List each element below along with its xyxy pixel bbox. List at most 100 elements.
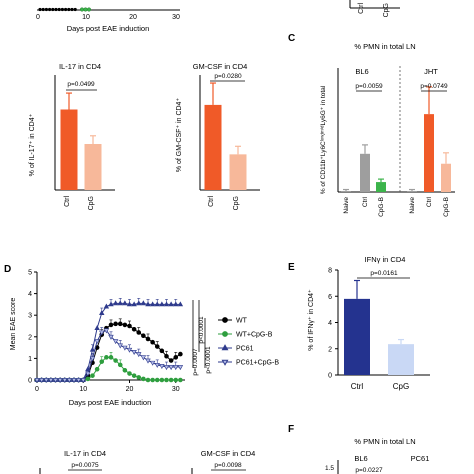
ifn-bar-1 (388, 344, 414, 375)
pmn-xtick-2: CpG-B (378, 197, 385, 217)
eae-point-3-27 (159, 364, 165, 369)
eae-ytick-label-1: 1 (28, 356, 32, 363)
ifn-bar-0 (344, 298, 370, 375)
eae-point-3-17 (112, 339, 119, 345)
eae-point-1-13 (94, 366, 100, 372)
ifn-pvalue: p=0.0161 (370, 270, 398, 277)
bottom-pmn-group-bl6: BL6 (354, 454, 367, 463)
eae-point-1-27 (159, 377, 165, 383)
il17-ylabel: % of IL-17⁺ in CD4⁺ (29, 113, 36, 176)
eae-point-3-23 (140, 355, 147, 361)
eae-series-line-1 (37, 356, 181, 381)
top-strip: 0 10 20 30 Days post EAE induction Ctrl … (36, 0, 400, 33)
ifn-yticks: 0 2 4 6 8 (328, 268, 338, 380)
top-strip-markers (38, 7, 92, 12)
gmcsf-xtick-ctrl: Ctrl (208, 196, 215, 207)
eae-point-2-15 (103, 303, 110, 309)
il17-xtick-cpg: CpG (88, 196, 95, 210)
eae-point-1-21 (131, 373, 137, 378)
eae-pvalue-3: p=0.0007 (192, 348, 199, 376)
top-strip-marker-black-6 (57, 7, 61, 12)
eae-point-2-29 (168, 301, 174, 307)
top-right-tick-ctrl: Ctrl (358, 3, 365, 14)
eae-point-2-25 (149, 301, 156, 307)
il17-pvalue: p=0.0499 (67, 81, 95, 88)
panel-letter-d: D (4, 264, 11, 275)
pmn-bar-4 (424, 114, 434, 192)
eae-legend-marker-1 (222, 331, 228, 337)
eae-point-1-25 (150, 377, 155, 383)
top-tick-10: 10 (82, 14, 90, 21)
ifn-ytick-label-0: 0 (328, 373, 332, 380)
eae-point-2-21 (131, 301, 137, 307)
eae-point-2-13 (94, 325, 100, 331)
eae-point-3-11 (85, 371, 91, 377)
eae-point-2-24 (145, 301, 151, 307)
ifn-title: IFNγ in CD4 (365, 255, 406, 264)
eae-point-0-25 (150, 339, 155, 345)
top-strip-marker-black-0 (38, 7, 42, 12)
panel-letter-e: E (288, 262, 295, 273)
eae-xtick-label-1: 10 (79, 386, 87, 393)
eae-point-0-21 (131, 326, 137, 332)
eae-point-0-27 (159, 348, 165, 354)
gmcsf-xtick-cpg: CpG (233, 196, 240, 210)
pmn-bar-0 (341, 191, 351, 192)
eae-legend: WT WT+CpG-B PC61 PC61+CpG-B (218, 317, 279, 367)
pmn-bl6-pvalue: p=0.0059 (355, 83, 383, 90)
eae-point-0-16 (108, 322, 114, 328)
eae-point-1-26 (154, 377, 160, 383)
eae-legend-label-0: WT (236, 318, 248, 325)
eae-ytick-label-0: 0 (28, 378, 32, 385)
eae-point-2-31 (177, 301, 184, 307)
eae-point-3-22 (136, 352, 142, 358)
eae-xtick-label-0: 0 (35, 386, 39, 393)
eae-point-0-17 (113, 321, 118, 327)
il17-title: IL-17 in CD4 (59, 62, 101, 71)
eae-point-3-12 (89, 356, 96, 362)
eae-point-3-8 (71, 378, 77, 384)
eae-series-line-2 (37, 302, 181, 381)
eae-series-line-0 (37, 323, 181, 381)
eae-point-1-31 (178, 377, 183, 383)
ifn-ytick-label-2: 4 (328, 320, 332, 327)
eae-legend-label-2: PC61 (236, 346, 254, 353)
eae-point-0-30 (173, 355, 179, 360)
eae-point-3-21 (131, 350, 137, 355)
pmn-xtick-1: Ctrl (362, 196, 369, 207)
eae-ytick-label-5: 5 (28, 270, 32, 277)
eae-xtick-label-3: 30 (172, 386, 180, 393)
eae-point-2-23 (140, 300, 147, 306)
eae-point-0-23 (141, 333, 146, 339)
ifn-bars (344, 279, 414, 375)
eae-point-3-9 (75, 378, 82, 384)
bottom-pmn-group-pc61: PC61 (411, 454, 430, 463)
eae-ytick-label-3: 3 (28, 313, 32, 320)
il17-bars (60, 92, 102, 190)
eae-point-3-1 (38, 378, 45, 384)
eae-point-2-27 (159, 301, 165, 307)
top-right-tick-cpg: CpG (383, 3, 390, 17)
eae-point-0-28 (164, 353, 169, 359)
gmcsf-title: GM-CSF in CD4 (193, 62, 248, 71)
eae-point-1-14 (99, 359, 105, 364)
top-strip-marker-black-9 (67, 7, 71, 12)
eae-ytick-label-2: 2 (28, 334, 32, 341)
eae-point-2-16 (108, 301, 114, 307)
eae-point-1-16 (108, 355, 114, 360)
top-strip-marker-black-4 (51, 7, 55, 12)
eae-ylabel: Mean EAE score (10, 298, 17, 351)
eae-point-3-2 (43, 378, 49, 384)
top-strip-marker-black-8 (64, 7, 68, 12)
eae-point-2-17 (112, 300, 119, 306)
pmn-bars (341, 86, 451, 192)
eae-point-0-18 (117, 321, 123, 327)
eae-point-1-30 (173, 377, 179, 383)
gmcsf-ylabel: % of GM-CSF⁺ in CD4⁺ (176, 98, 183, 173)
ifn-xtick-cpg: CpG (393, 382, 409, 391)
eae-legend-marker-3 (221, 359, 229, 366)
eae-point-3-16 (108, 334, 114, 340)
eae-point-0-26 (154, 344, 160, 349)
eae-point-2-14 (99, 310, 105, 315)
